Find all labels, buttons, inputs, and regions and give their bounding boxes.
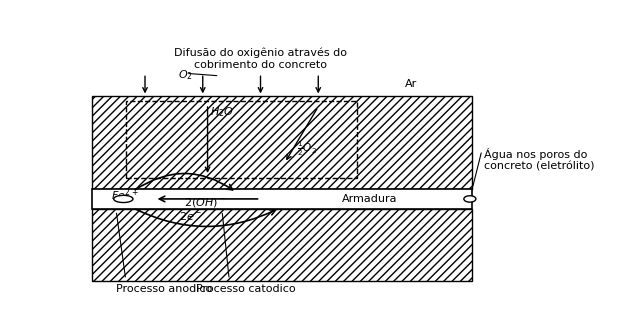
Bar [92, 96, 472, 189]
FancyArrowPatch shape [159, 196, 258, 202]
Text: $2(OH)^-$: $2(OH)^-$ [184, 196, 225, 209]
Text: $H_2O$: $H_2O$ [210, 105, 234, 119]
Text: Difusão do oxigênio através do
cobrimento do concreto: Difusão do oxigênio através do cobriment… [174, 48, 347, 70]
Text: $O_2$: $O_2$ [178, 69, 193, 82]
Text: Processo anodico: Processo anodico [116, 284, 212, 294]
Text: Armadura: Armadura [342, 194, 398, 204]
Ellipse shape [114, 195, 133, 202]
Bar [92, 189, 472, 209]
FancyArrowPatch shape [135, 173, 233, 190]
Bar [92, 209, 472, 281]
Text: $2e^-$: $2e^-$ [179, 210, 202, 222]
Text: $\frac{1}{2}O_2$: $\frac{1}{2}O_2$ [297, 140, 317, 158]
FancyArrowPatch shape [135, 209, 276, 226]
Bar [125, 102, 356, 178]
Text: Água nos poros do
concreto (eletrólito): Água nos poros do concreto (eletrólito) [484, 148, 595, 171]
Text: Processo catodico: Processo catodico [196, 284, 295, 294]
Text: Ar: Ar [405, 79, 417, 89]
Ellipse shape [464, 196, 476, 202]
Text: $Fe^{2+}$: $Fe^{2+}$ [111, 187, 139, 203]
